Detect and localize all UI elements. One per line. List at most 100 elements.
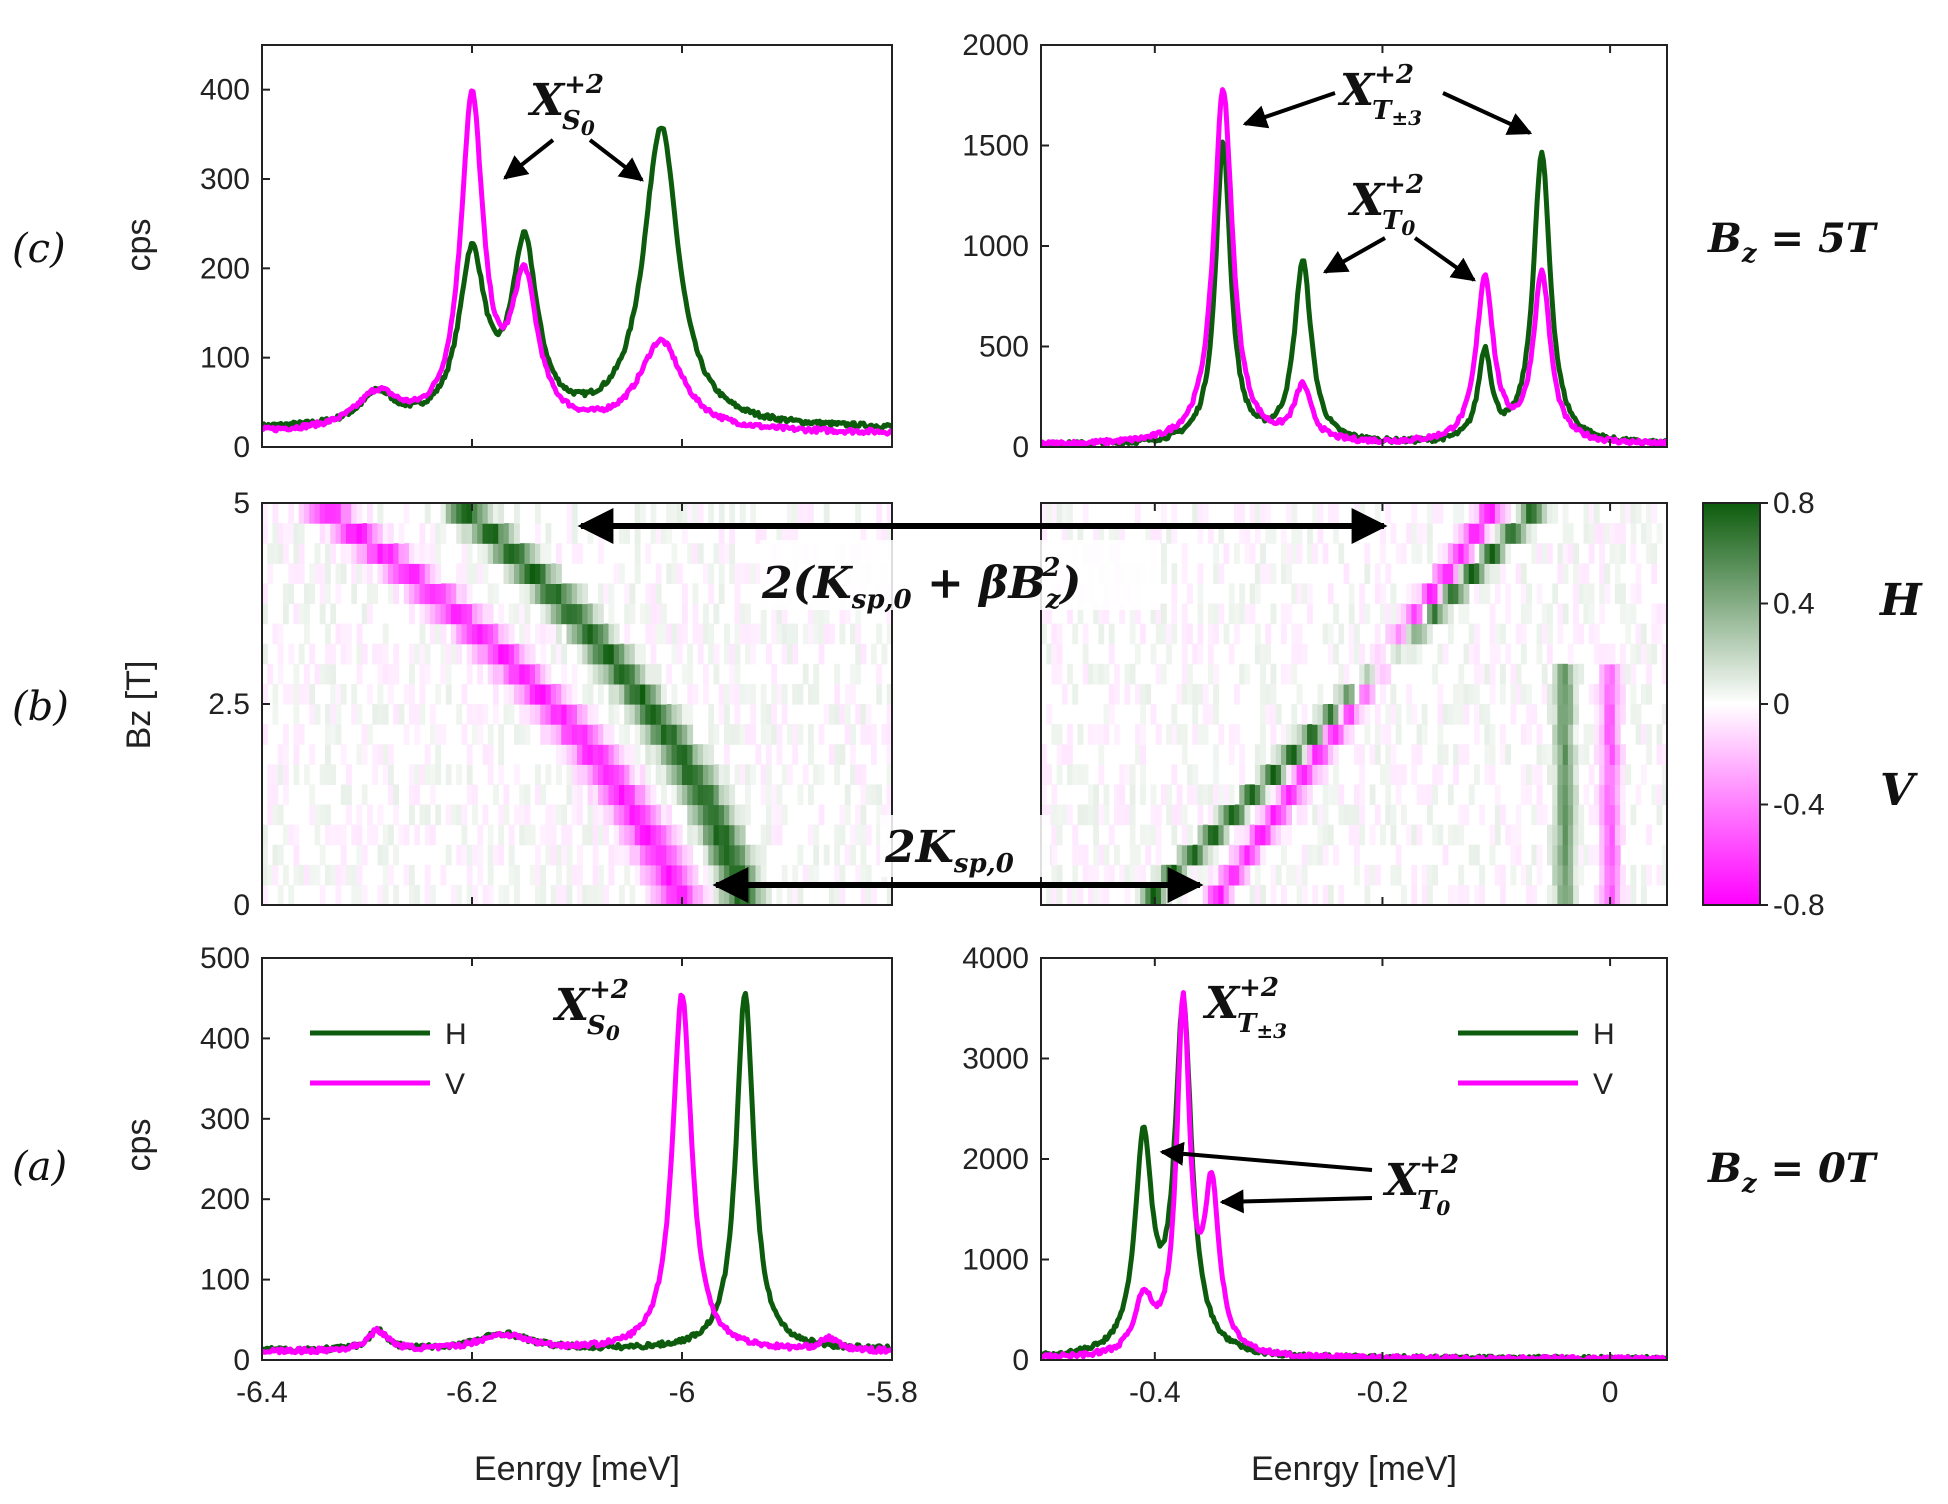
heatmap-cell bbox=[440, 623, 447, 645]
heatmap-cell bbox=[1614, 523, 1621, 544]
heatmap-cell bbox=[1046, 884, 1053, 906]
heatmap-cell bbox=[645, 683, 652, 705]
heatmap-cell bbox=[545, 683, 552, 705]
heatmap-cell bbox=[1150, 704, 1157, 725]
heatmap-cell bbox=[372, 704, 379, 725]
heatmap-cell bbox=[1171, 583, 1178, 605]
heatmap-cell bbox=[288, 503, 295, 524]
heatmap-cell bbox=[1150, 784, 1157, 806]
heatmap-cell bbox=[367, 603, 373, 625]
heatmap-cell bbox=[1108, 824, 1115, 846]
heatmap-cell bbox=[1239, 603, 1246, 625]
heatmap-cell bbox=[1207, 623, 1214, 645]
heatmap-cell bbox=[461, 724, 468, 745]
heatmap-cell bbox=[613, 784, 620, 806]
heatmap-cell bbox=[1578, 804, 1585, 826]
heatmap-cell bbox=[566, 744, 573, 765]
heatmap-cell bbox=[771, 804, 778, 826]
heatmap-cell bbox=[1103, 804, 1110, 826]
heatmap-cell bbox=[1468, 503, 1475, 524]
heatmap-cell bbox=[472, 603, 478, 625]
heatmap-cell bbox=[661, 764, 667, 785]
heatmap-cell bbox=[388, 683, 394, 705]
heatmap-cell bbox=[634, 764, 641, 785]
heatmap-cell bbox=[340, 643, 347, 665]
heatmap-cell bbox=[624, 744, 631, 765]
heatmap-cell bbox=[755, 844, 762, 866]
heatmap-cell bbox=[713, 543, 720, 564]
heatmap-cell bbox=[330, 824, 337, 846]
heatmap-cell bbox=[1181, 884, 1188, 906]
heatmap-cell bbox=[697, 884, 704, 906]
heatmap-cell bbox=[1599, 683, 1605, 705]
heatmap-cell bbox=[1364, 884, 1371, 906]
heatmap-cell bbox=[813, 824, 820, 846]
heatmap-cell bbox=[1207, 643, 1214, 665]
heatmap-cell bbox=[640, 764, 646, 785]
heatmap-cell bbox=[1656, 523, 1663, 544]
heatmap-cell bbox=[787, 623, 793, 645]
heatmap-cell bbox=[577, 623, 583, 645]
heatmap-cell bbox=[1260, 744, 1266, 765]
heatmap-cell bbox=[409, 563, 415, 584]
heatmap-cell bbox=[1526, 764, 1532, 785]
heatmap-cell bbox=[508, 864, 515, 886]
heatmap-cell bbox=[1411, 744, 1418, 765]
heatmap-cell bbox=[556, 583, 562, 605]
heatmap-cell bbox=[1552, 583, 1559, 605]
heatmap-cell bbox=[1552, 724, 1559, 745]
heatmap-cell bbox=[603, 724, 610, 745]
heatmap-cell bbox=[435, 603, 442, 625]
heatmap-cell bbox=[1630, 864, 1637, 886]
heatmap-cell bbox=[1609, 523, 1616, 544]
heatmap-cell bbox=[424, 884, 431, 906]
heatmap-cell bbox=[577, 704, 583, 725]
heatmap-cell bbox=[272, 704, 279, 725]
heatmap-cell bbox=[409, 683, 415, 705]
heatmap-cell bbox=[1489, 764, 1496, 785]
heatmap-cell bbox=[682, 844, 688, 866]
heatmap-cell bbox=[440, 603, 447, 625]
heatmap-cell bbox=[1098, 603, 1105, 625]
heatmap-cell bbox=[1093, 824, 1099, 846]
heatmap-cell bbox=[314, 864, 321, 886]
heatmap-cell bbox=[508, 704, 515, 725]
heatmap-cell bbox=[718, 704, 725, 725]
heatmap-cell bbox=[482, 603, 489, 625]
heatmap-cell bbox=[1390, 864, 1397, 886]
heatmap-cell bbox=[666, 764, 673, 785]
heatmap-cell bbox=[519, 824, 526, 846]
heatmap-cell bbox=[498, 663, 505, 685]
heatmap-cell bbox=[545, 563, 552, 584]
heatmap-cell bbox=[409, 583, 415, 605]
heatmap-cell bbox=[1437, 643, 1444, 665]
heatmap-cell bbox=[503, 623, 510, 645]
heatmap-cell bbox=[1051, 884, 1058, 906]
heatmap-cell bbox=[1567, 683, 1574, 705]
heatmap-cell bbox=[881, 804, 888, 826]
heatmap-cell bbox=[1489, 563, 1496, 584]
heatmap-cell bbox=[556, 603, 562, 625]
heatmap-cell bbox=[1427, 603, 1433, 625]
heatmap-cell bbox=[1625, 603, 1632, 625]
heatmap-cell bbox=[356, 704, 363, 725]
heatmap-cell bbox=[1385, 563, 1392, 584]
heatmap-cell bbox=[545, 523, 552, 544]
heatmap-cell bbox=[1427, 543, 1433, 564]
heatmap-cell bbox=[587, 623, 594, 645]
heatmap-cell bbox=[1270, 804, 1277, 826]
ytick-label: 200 bbox=[200, 252, 250, 285]
heatmap-cell bbox=[1275, 784, 1282, 806]
heatmap-cell bbox=[1072, 683, 1079, 705]
heatmap-cell bbox=[1552, 764, 1559, 785]
heatmap-cell bbox=[293, 704, 300, 725]
heatmap-cell bbox=[687, 824, 694, 846]
heatmap-cell bbox=[1541, 744, 1548, 765]
heatmap-cell bbox=[708, 623, 715, 645]
heatmap-cell bbox=[598, 623, 604, 645]
heatmap-cell bbox=[1187, 764, 1193, 785]
heatmap-cell bbox=[445, 844, 452, 866]
heatmap-cell bbox=[566, 864, 573, 886]
heatmap-cell bbox=[755, 744, 762, 765]
heatmap-cell bbox=[1463, 744, 1470, 765]
